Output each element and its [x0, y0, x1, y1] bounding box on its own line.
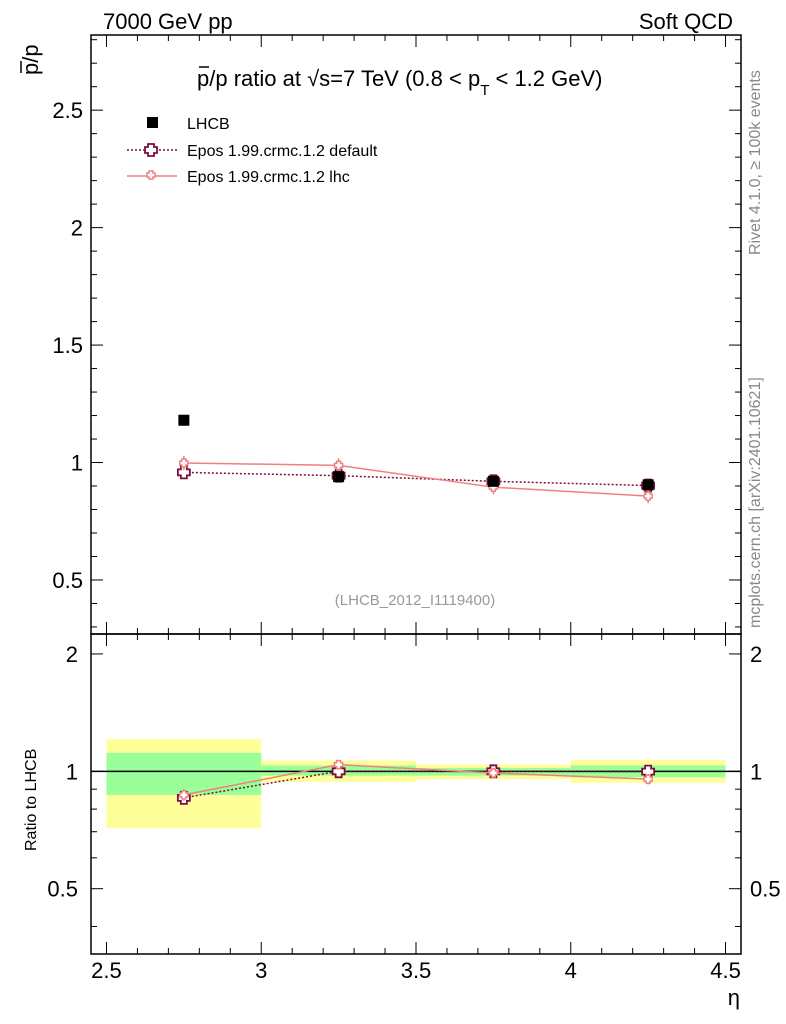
- series-line-2: [183, 462, 649, 497]
- ratio-panel: 2.5 3 3.5 4 4.5 0.5 0.5 1 1 2 2: [47, 622, 781, 983]
- data-point-lhcb: [642, 479, 654, 491]
- legend-label-lhcb: LHCB: [187, 116, 230, 133]
- marker-lhc: [643, 774, 653, 784]
- legend: LHCB Epos 1.99.crmc.1.2 default Epos 1.9…: [127, 116, 378, 186]
- x-axis-label: η: [728, 985, 740, 1010]
- series-line-1: [183, 763, 649, 796]
- x-tick-label: 4.5: [710, 958, 741, 983]
- y-tick-label: 2.5: [52, 98, 83, 123]
- y-tick-label-right: 2: [750, 642, 762, 667]
- y-tick-label: 0.5: [47, 877, 78, 902]
- y-tick-label-right: 1: [750, 759, 762, 784]
- data-point-lhcb: [333, 471, 345, 483]
- y-tick-label: 2: [66, 642, 78, 667]
- y-tick-label: 0.5: [52, 568, 83, 593]
- x-tick-label: 2.5: [91, 958, 122, 983]
- legend-label-default: Epos 1.99.crmc.1.2 default: [187, 143, 378, 160]
- ratio-ylabel: Ratio to LHCB: [23, 749, 40, 851]
- x-tick-label: 3: [255, 958, 267, 983]
- analysis-label: (LHCB_2012_I1119400): [335, 592, 495, 609]
- x-tick-label: 4: [565, 958, 577, 983]
- marker-lhc: [488, 768, 499, 778]
- y-tick-label: 2: [71, 216, 83, 241]
- y-tick-label: 1.5: [52, 333, 83, 358]
- legend-marker-lhc: [146, 170, 156, 180]
- band-green-0: [106, 752, 262, 795]
- marker-default: [176, 465, 191, 480]
- mcplots-label: mcplots.cern.ch [arXiv:2401.10621]: [747, 377, 764, 628]
- marker-lhc: [333, 460, 344, 471]
- series-line-1: [183, 471, 649, 487]
- legend-marker-default: [144, 143, 158, 157]
- data-point-lhcb: [178, 414, 190, 426]
- y-tick-label: 1: [71, 451, 83, 476]
- marker-lhc: [179, 790, 189, 800]
- series-line-0: [183, 770, 649, 799]
- data-point-lhcb: [487, 475, 499, 487]
- rivet-label: Rivet 4.1.0, ≥ 100k events: [747, 70, 764, 255]
- marker-default: [331, 764, 346, 779]
- x-tick-label: 3.5: [401, 958, 432, 983]
- header-left: 7000 GeV pp: [103, 9, 233, 34]
- legend-label-lhc: Epos 1.99.crmc.1.2 lhc: [187, 169, 350, 186]
- main-ylabel: p/p: [18, 44, 43, 75]
- y-tick-label-right: 0.5: [750, 877, 781, 902]
- svg-text:p/p: p/p: [18, 44, 43, 75]
- legend-marker-lhcb: [147, 117, 158, 128]
- marker-lhc: [643, 491, 653, 501]
- header-right: Soft QCD: [639, 9, 733, 34]
- chart-title: p/p ratio at √s=7 TeV (0.8 < pT < 1.2 Ge…: [197, 66, 603, 99]
- marker-lhc: [333, 759, 344, 770]
- y-tick-label: 1: [66, 759, 78, 784]
- title-text: p/p ratio at √s=7 TeV (0.8 < pT < 1.2 Ge…: [197, 66, 603, 99]
- marker-lhc: [179, 458, 189, 468]
